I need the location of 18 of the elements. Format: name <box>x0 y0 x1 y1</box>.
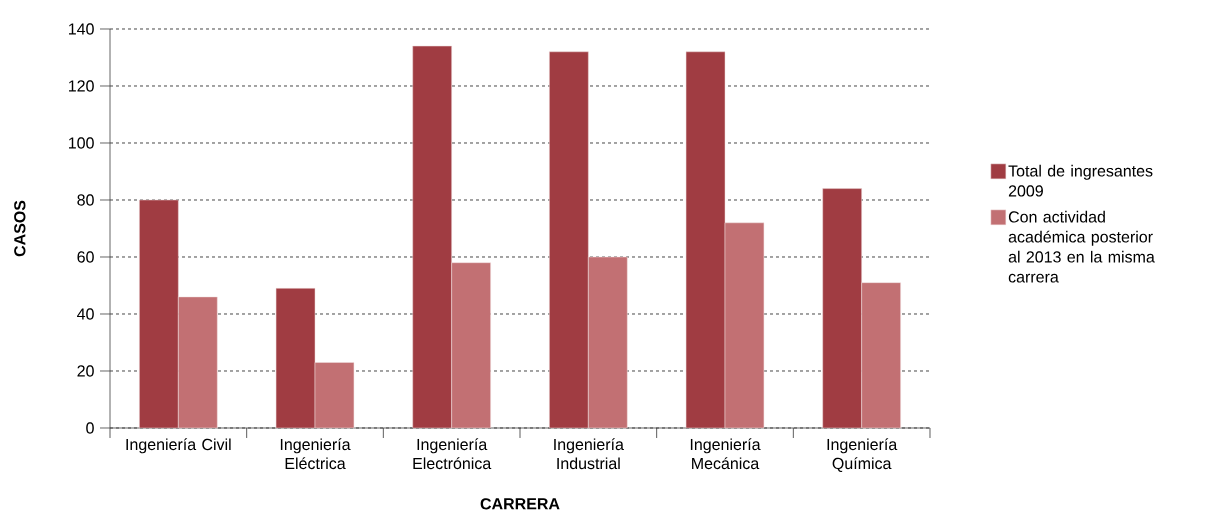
y-tick-label: 20 <box>77 365 94 377</box>
y-tick-label: 60 <box>77 251 94 263</box>
x-tick-label: Ingeniería Industrial <box>554 438 624 470</box>
x-tick-label: Ingeniería Eléctrica <box>280 438 351 470</box>
y-tick-label: 0 <box>86 422 94 434</box>
y-tick-label: 140 <box>69 23 94 35</box>
y-axis-title: CASOS <box>14 200 26 257</box>
y-tick-label: 100 <box>69 137 94 149</box>
x-tick-label: Ingeniería Química <box>827 438 898 473</box>
legend-label: Con actividad académica posterior al 2013 en la misma carrera <box>1008 210 1155 283</box>
y-tick-label: 120 <box>69 80 94 92</box>
x-tick-label: Ingeniería Mecánica <box>690 438 761 470</box>
legend-label: Total de ingresantes 2009 <box>1008 164 1153 197</box>
y-tick-label: 80 <box>77 194 94 206</box>
y-tick-label: 40 <box>77 308 94 320</box>
x-tick-label: Ingeniería Electrónica <box>413 438 492 470</box>
x-tick-label: Ingeniería Civil <box>126 438 231 454</box>
x-axis-title: CARRERA <box>480 498 560 510</box>
